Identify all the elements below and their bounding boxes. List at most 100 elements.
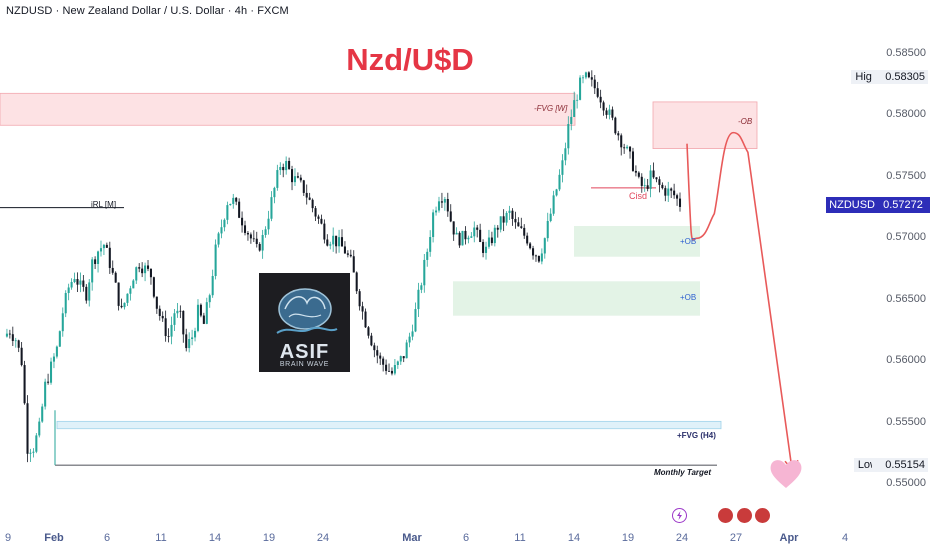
x-tick: 14 [208, 532, 222, 544]
candle-body [191, 337, 194, 340]
y-tick: 0.58500 [886, 47, 926, 59]
candle-body [537, 256, 540, 262]
candle-body [211, 276, 214, 296]
candle-body [467, 237, 470, 240]
candle-body [482, 241, 485, 253]
us-flag-event-icon[interactable] [718, 508, 733, 523]
candle-body [317, 216, 320, 219]
candle-body [173, 313, 176, 325]
candle-body [102, 244, 105, 249]
candle-body [120, 305, 123, 308]
candles-layer [5, 70, 682, 466]
candle-body [426, 251, 429, 260]
candle-body [346, 253, 349, 255]
candle-body [352, 256, 355, 273]
candle-body [517, 222, 520, 227]
candle-body [567, 124, 570, 149]
candle-body [573, 100, 576, 117]
candle-body [238, 201, 241, 218]
candle-body [114, 272, 117, 283]
candle-body [508, 210, 511, 213]
candle-body [631, 151, 635, 171]
candle-body [487, 237, 490, 247]
candle-body [417, 289, 420, 310]
candle-body [182, 310, 185, 335]
candle-body [370, 335, 373, 346]
candle-body [194, 330, 197, 338]
candle-body [611, 109, 614, 118]
candle-body [38, 421, 41, 436]
candle-body [276, 170, 279, 188]
candle-body [479, 229, 482, 242]
y-tick: 0.55500 [886, 416, 926, 428]
candle-body [149, 268, 152, 278]
lightning-event-icon[interactable] [672, 508, 687, 523]
candle-body [196, 304, 200, 331]
logo-text: ASIF [279, 341, 330, 363]
level-label-cisd: Cisd [629, 191, 648, 201]
candle-body [361, 306, 364, 312]
candle-body [546, 220, 549, 239]
candle-body [387, 370, 391, 372]
candle-body [449, 211, 452, 222]
x-tick: Feb [44, 532, 64, 544]
candle-body [29, 452, 32, 454]
zone-label-ob-bear: -OB [738, 117, 753, 126]
candle-body [296, 176, 299, 178]
zone-box [652, 101, 758, 150]
zone-label-fvg-h4: +FVG (H4) [677, 431, 716, 440]
candle-body [382, 358, 385, 365]
level-label-monthly-target: Monthly Target [654, 468, 712, 477]
candle-body [332, 235, 335, 245]
candle-body [8, 333, 11, 335]
candle-body [673, 190, 676, 196]
candle-body [108, 247, 111, 268]
x-tick: 19 [621, 532, 635, 544]
candle-body [646, 185, 649, 189]
candle-body [452, 221, 455, 235]
candle-body [241, 217, 244, 226]
candle-body [499, 216, 502, 230]
candle-body [61, 313, 64, 332]
candle-body [523, 227, 526, 236]
candle-body [402, 356, 405, 359]
candle-body [393, 365, 396, 374]
candle-body [587, 72, 590, 78]
candle-body [435, 210, 438, 213]
candle-body [17, 340, 20, 348]
candle-body [135, 267, 138, 281]
y-tick: 0.57500 [886, 170, 926, 182]
candle-body [658, 179, 661, 185]
candle-body [411, 331, 414, 337]
symbol-badge-value: 0.57272 [876, 197, 930, 213]
candle-body [164, 318, 167, 337]
candle-body [390, 370, 393, 374]
candle-body [320, 218, 323, 224]
candle-body [302, 180, 305, 193]
candle-body [5, 333, 8, 337]
candle-body [549, 213, 552, 221]
candle-body [464, 230, 467, 240]
candle-body [97, 251, 100, 264]
candle-body [432, 212, 435, 238]
us-flag-event-icon[interactable] [755, 508, 770, 523]
candle-body [396, 361, 399, 366]
candle-body [323, 223, 326, 240]
candle-body [226, 205, 229, 220]
projection-path [686, 131, 793, 470]
x-tick: 27 [729, 532, 743, 544]
zone-box [0, 92, 576, 126]
candle-body [599, 96, 602, 103]
candle-body [408, 336, 411, 343]
us-flag-event-icon[interactable] [737, 508, 752, 523]
candle-body [255, 238, 258, 245]
candle-body [623, 147, 626, 149]
candle-body [88, 282, 91, 301]
candle-body [376, 350, 379, 356]
projection-layer [686, 131, 799, 471]
candle-body [655, 177, 658, 180]
candle-body [338, 237, 341, 247]
candle-body [70, 282, 73, 288]
candle-body [596, 88, 599, 97]
